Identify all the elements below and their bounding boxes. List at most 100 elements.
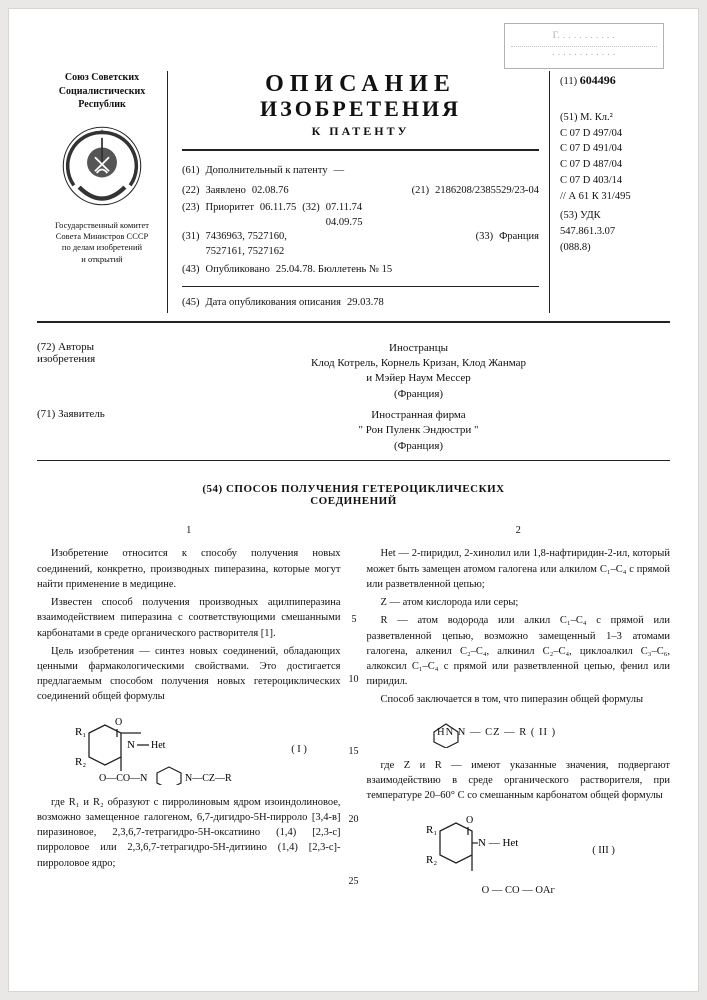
patent-page: Г. . . . . . . . . . . . . . . . . . . .… bbox=[8, 8, 699, 992]
field-61: (61) Дополнительный к патенту — bbox=[182, 161, 539, 181]
linemark-25: 25 bbox=[349, 875, 359, 890]
header: Союз Советских Социалистических Республи… bbox=[37, 71, 670, 313]
bibliographic-fields: (61) Дополнительный к патенту — (22) Зая… bbox=[182, 161, 539, 313]
svg-text:O—CO—N: O—CO—N bbox=[99, 773, 147, 784]
udc-line-0: 547.861.3.07 bbox=[560, 226, 615, 237]
linemark-20: 20 bbox=[349, 813, 359, 828]
country-name: Союз Советских Социалистических Республи… bbox=[37, 71, 167, 112]
authors-names: Клод Котрель, Корнель Кризан, Клод Жанма… bbox=[311, 357, 526, 400]
cls-line-1: С 07 D 491/04 bbox=[560, 143, 622, 154]
authors-value: Иностранцы Клод Котрель, Корнель Кризан,… bbox=[167, 341, 670, 403]
bibliography: (72) Авторы изобретения Иностранцы Клод … bbox=[37, 341, 670, 455]
f21-val: 2186208/2385529/23-04 bbox=[435, 181, 539, 201]
fields-rule bbox=[182, 286, 539, 287]
f33-val: Франция bbox=[499, 230, 539, 245]
field-31-33: (31) 7436963, 7527160, 7527161, 7527162 … bbox=[182, 230, 539, 259]
col2-number: 2 bbox=[367, 523, 671, 538]
f61-label: Дополнительный к патенту bbox=[206, 161, 328, 181]
f21-code: (21) bbox=[412, 181, 430, 201]
col1-p1: Изобретение относится к способу получени… bbox=[37, 546, 341, 592]
f43-label: Опубликовано bbox=[206, 260, 270, 280]
authors-label: (72) Авторы изобретения bbox=[37, 341, 167, 403]
f43-code: (43) bbox=[182, 260, 200, 280]
cls-line-0: С 07 D 497/04 bbox=[560, 128, 622, 139]
f32-code: (32) bbox=[302, 201, 320, 216]
col2-p5: где Z и R — имеют указанные значения, по… bbox=[367, 758, 671, 804]
section-title: (54) СПОСОБ ПОЛУЧЕНИЯ ГЕТЕРОЦИКЛИЧЕСКИХ … bbox=[37, 483, 670, 507]
ipc-block: (51) М. Кл.² С 07 D 497/04 С 07 D 491/04… bbox=[560, 110, 670, 205]
udc-code: (53) bbox=[560, 210, 578, 221]
f22-val: 02.08.76 bbox=[252, 181, 289, 201]
svg-text:N—CZ—R: N—CZ—R bbox=[185, 773, 232, 784]
issuer-column: Союз Советских Социалистических Республи… bbox=[37, 71, 167, 313]
applicant-name: " Рон Пуленк Эндюстри " (Франция) bbox=[359, 424, 479, 451]
stamp-line1: Г. . . . . . . . . . . bbox=[553, 30, 615, 40]
formula-3: R₁ R₂ O N — Het ( III ) O — CO — OАг bbox=[367, 813, 671, 898]
stamp-line2: . . . . . . . . . . . . bbox=[552, 47, 615, 57]
svg-text:R₁: R₁ bbox=[75, 726, 86, 738]
f45-label: Дата опубликования описания bbox=[206, 293, 341, 313]
f61-val: — bbox=[334, 161, 345, 181]
registry-stamp: Г. . . . . . . . . . . . . . . . . . . .… bbox=[504, 23, 664, 69]
f45-val: 29.03.78 bbox=[347, 293, 384, 313]
linemark-10: 10 bbox=[349, 673, 359, 688]
title-line2: ИЗОБРЕТЕНИЯ bbox=[182, 96, 539, 122]
field-43: (43) Опубликовано 25.04.78. Бюллетень № … bbox=[182, 260, 539, 280]
f23-label: Приоритет bbox=[206, 201, 254, 216]
svg-text:R₂: R₂ bbox=[75, 756, 86, 768]
formula-3-label: ( III ) bbox=[592, 843, 615, 858]
pub-no: 604496 bbox=[580, 73, 616, 87]
col2-p1: Het — 2-пиридил, 2-хинолил или 1,8-нафти… bbox=[367, 546, 671, 592]
f31-val: 7436963, 7527160, 7527161, 7527162 bbox=[206, 230, 287, 259]
f32-val: 07.11.74 04.09.75 bbox=[326, 201, 539, 230]
f23-code: (23) bbox=[182, 201, 200, 216]
header-rule bbox=[182, 149, 539, 151]
bib-rule bbox=[37, 460, 670, 461]
udc-label: УДК bbox=[580, 210, 601, 221]
svg-text:N — Het: N — Het bbox=[478, 837, 518, 849]
field-45: (45) Дата опубликования описания 29.03.7… bbox=[182, 293, 539, 313]
applicant-line: (71) Заявитель Иностранная фирма " Рон П… bbox=[37, 408, 670, 454]
committee-name: Государственный комитет Совета Министров… bbox=[37, 220, 167, 266]
applicant-value: Иностранная фирма " Рон Пуленк Эндюстри … bbox=[167, 408, 670, 454]
col1-p4: где R₁ и R₂ образуют с пирролиновым ядро… bbox=[37, 795, 341, 871]
formula-1-label: ( I ) bbox=[291, 742, 307, 757]
cls-line-4: // А 61 К 31/495 bbox=[560, 191, 631, 202]
field-22-21: (22) Заявлено 02.08.76 (21) 2186208/2385… bbox=[182, 181, 539, 201]
col1-p2: Известен способ получения производных ац… bbox=[37, 595, 341, 641]
f33-code: (33) bbox=[476, 230, 494, 245]
f22-label: Заявлено bbox=[206, 181, 246, 201]
header-bottom-rule bbox=[37, 321, 670, 323]
applicant-note: Иностранная фирма bbox=[371, 409, 465, 421]
field-23-32: (23) Приоритет 06.11.75 (32) 07.11.74 04… bbox=[182, 201, 539, 230]
svg-text:Het: Het bbox=[151, 740, 166, 751]
pub-number: (11) 604496 bbox=[560, 71, 670, 90]
classification-column: (11) 604496 (51) М. Кл.² С 07 D 497/04 С… bbox=[550, 71, 670, 313]
col2-p2: Z — атом кислорода или серы; bbox=[367, 595, 671, 610]
cls-line-3: С 07 D 403/14 bbox=[560, 175, 622, 186]
f61-code: (61) bbox=[182, 161, 200, 181]
f43-val: 25.04.78. Бюллетень № 15 bbox=[276, 260, 392, 280]
svg-text:N: N bbox=[127, 739, 135, 751]
formula-2-text: HN N — CZ — R ( II ) bbox=[437, 727, 556, 738]
svg-text:R₁: R₁ bbox=[426, 824, 437, 836]
title-and-fields: ОПИСАНИЕ ИЗОБРЕТЕНИЯ К ПАТЕНТУ (61) Допо… bbox=[167, 71, 550, 313]
formula-1: R₁ R₂ O N Het O—CO—N N—CZ—R ( I ) bbox=[37, 715, 341, 785]
authors-note: Иностранцы bbox=[389, 342, 448, 354]
column-1: 1 Изобретение относится к способу получе… bbox=[37, 523, 341, 908]
col1-p3: Цель изобретения — синтез новых соединен… bbox=[37, 644, 341, 705]
f31-code: (31) bbox=[182, 230, 200, 245]
title-line3: К ПАТЕНТУ bbox=[182, 124, 539, 139]
formula-2: HN N — CZ — R ( II ) bbox=[367, 718, 671, 748]
f22-code: (22) bbox=[182, 181, 200, 201]
pub-code: (11) bbox=[560, 76, 577, 87]
cls-label: М. Кл.² bbox=[580, 112, 613, 123]
udc-line-1: (088.8) bbox=[560, 242, 591, 253]
body-columns: 1 Изобретение относится к способу получе… bbox=[37, 523, 670, 908]
col1-number: 1 bbox=[37, 523, 341, 538]
title-line1: ОПИСАНИЕ bbox=[182, 71, 539, 98]
applicant-label: (71) Заявитель bbox=[37, 408, 167, 454]
svg-text:R₂: R₂ bbox=[426, 854, 437, 866]
svg-text:O: O bbox=[115, 717, 122, 728]
svg-text:O: O bbox=[466, 815, 473, 826]
